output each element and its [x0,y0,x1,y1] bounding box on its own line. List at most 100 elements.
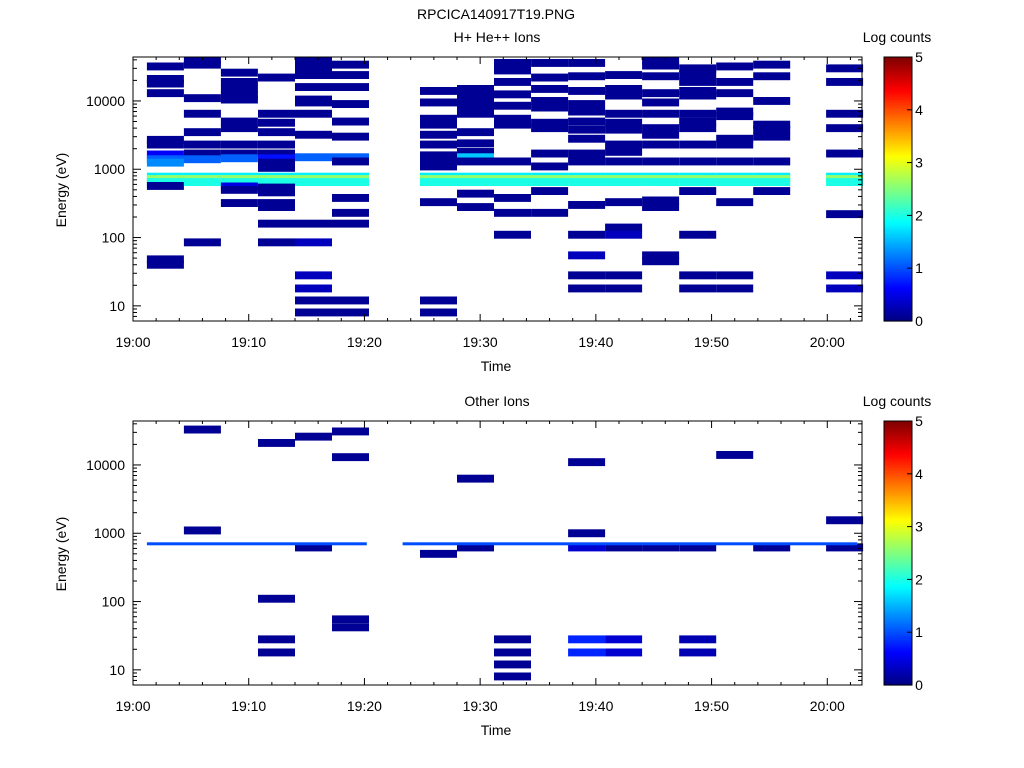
colorbar-tick-label: 4 [915,466,923,482]
colorbar-segment [884,283,912,287]
heatmap-cell [568,157,606,166]
heatmap-cell [826,64,864,73]
x-tick-label: 19:30 [463,334,498,350]
heatmap-cell [420,140,457,149]
heatmap-cell [220,140,258,149]
colorbar-segment [884,598,912,602]
heatmap-cell [568,178,606,186]
colorbar-segment [884,540,912,544]
heatmap-cell [295,238,332,247]
heatmap-cell [457,139,494,148]
heatmap-cell [679,284,717,293]
heatmap-cell [332,194,369,202]
heatmap-cell [679,648,717,657]
colorbar-segment [884,139,912,143]
colorbar-segment [884,635,912,639]
colorbar-segment [884,588,912,591]
x-tick-label: 19:40 [578,698,613,714]
heatmap-cell [183,60,221,69]
heatmap-cell [220,68,258,77]
heatmap-cell [457,147,494,156]
colorbar-segment [884,288,912,291]
heatmap-cell [826,516,864,525]
heatmap-cell [568,543,606,552]
heatmap-cell [716,107,754,116]
heatmap-cell [679,87,717,95]
colorbar-segment [884,184,912,188]
heatmap-cell [568,149,606,158]
colorbar-segment [884,248,912,252]
heatmap-cell [332,296,369,305]
colorbar-segment [884,281,912,285]
x-tick-label: 19:10 [231,334,266,350]
colorbar-segment [884,310,912,314]
heatmap-cell [258,203,295,211]
colorbar-segment [884,318,912,322]
heatmap-cell [568,635,606,644]
colorbar-segment [884,668,912,672]
colorbar-segment [884,316,912,320]
heatmap-cell [605,118,643,127]
colorbar-segment [884,427,912,430]
heatmap-cell [531,124,569,133]
colorbar-segment [884,604,912,608]
colorbar-segment [884,528,912,531]
colorbar-segment [884,468,912,472]
colorbar-segment [884,555,912,558]
heatmap-cell [332,219,369,228]
heatmap-cell [220,149,258,158]
colorbar-segment [884,108,912,112]
colorbar-tick-label: 4 [915,102,923,118]
heatmap-cell [679,78,717,86]
heatmap-cell [568,107,606,116]
colorbar-segment [884,222,912,225]
heatmap-cell [753,97,791,105]
heatmap-cell [716,157,754,166]
colorbar-segment [884,474,912,478]
colorbar-segment [884,571,912,575]
colorbar-segment [884,112,912,116]
colorbar-segment [884,98,912,101]
heatmap-cell [332,153,369,162]
colorbar-segment [884,637,912,641]
colorbar-segment [884,445,912,449]
heatmap-cell [531,59,569,67]
colorbar-segment [884,487,912,490]
heatmap-cell [679,109,717,118]
colorbar-segment [884,577,912,581]
colorbar-segment [884,563,912,566]
heatmap-cell [258,219,295,228]
heatmap-cell [531,85,569,93]
colorbar-segment [884,480,912,484]
colorbar-segment [884,619,912,622]
heatmap-cell [258,178,295,186]
heatmap-cell [183,57,221,64]
colorbar-segment [884,81,912,85]
colorbar-segment [884,482,912,486]
colorbar-segment [884,678,912,682]
colorbar-segment [884,129,912,132]
heatmap-cell [295,109,332,118]
colorbar-segment [884,425,912,428]
colorbar-segment [884,290,912,293]
colorbar-segment [884,77,912,81]
heatmap-cell [494,90,531,99]
heatmap-cell [531,118,569,127]
colorbar-segment [884,174,912,178]
colorbar-segment [884,491,912,494]
colorbar-segment [884,298,912,301]
heatmap-cell [146,89,184,98]
heatmap-cell [494,157,531,166]
colorbar-segment [884,110,912,114]
colorbar-segment [884,172,912,176]
heatmap-cell [332,60,369,69]
colorbar-segment [884,106,912,110]
colorbar-segment [884,478,912,482]
colorbar-segment [884,302,912,306]
heatmap-cell [146,182,184,190]
panel-top: H+ He++ Ions 19:00 19:10 19:20 19:30 19:40 19… [53,29,931,374]
colorbar-segment [884,312,912,316]
heatmap-cell [531,187,569,195]
colorbar-segment [884,234,912,238]
figure-title: RPCICA140917T19.PNG [417,6,575,22]
